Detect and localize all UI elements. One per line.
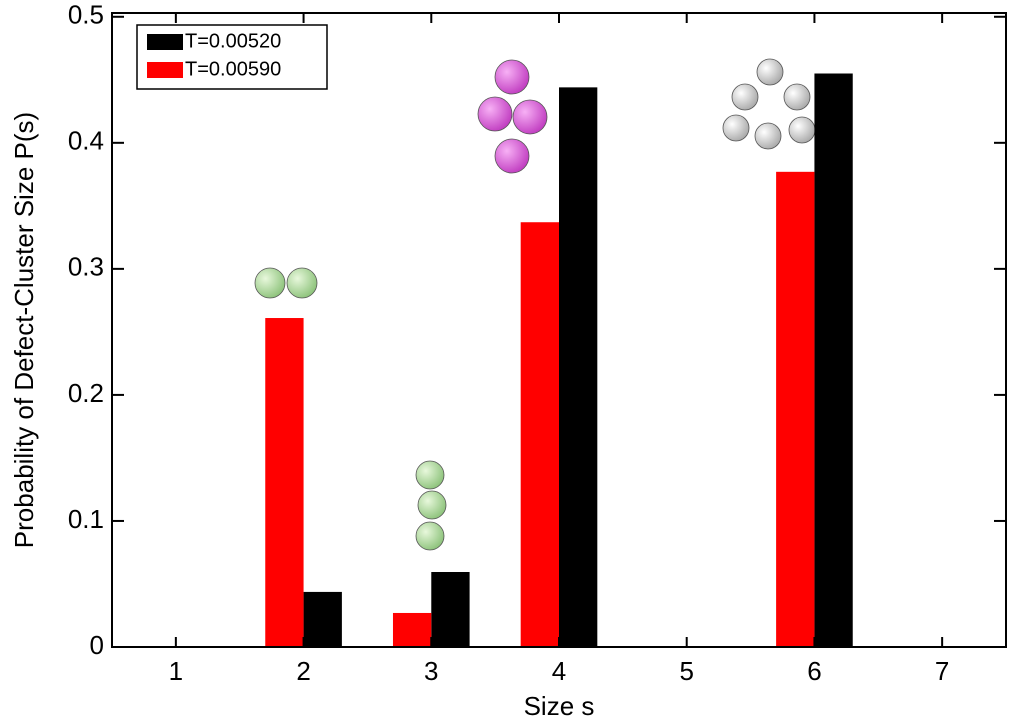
bar [265,318,304,647]
x-tick-label: 5 [679,656,693,686]
y-tick-label: 0.4 [68,126,104,156]
bar [392,612,432,647]
legend-label: T=0.00520 [185,30,281,52]
y-tick-label: 0.2 [68,378,104,408]
x-tick-label: 2 [296,656,310,686]
x-tick-label: 3 [424,656,438,686]
y-tick-label: 0 [90,630,104,660]
y-axis-label: Probability of Defect-Cluster Size P(s) [9,112,39,548]
bar [431,572,470,647]
legend-swatch [147,34,183,50]
y-tick-label: 0.3 [68,252,104,282]
legend-label: T=0.00590 [185,58,281,80]
y-tick-label: 0.5 [68,0,104,30]
bar [776,171,815,647]
bar [520,222,559,647]
x-tick-label: 1 [169,656,183,686]
x-tick-label: 4 [552,656,566,686]
bar [814,73,853,648]
x-tick-label: 6 [807,656,821,686]
bar [303,591,342,647]
legend-swatch [147,62,183,78]
x-tick-label: 7 [935,656,949,686]
cluster-icons [254,58,816,551]
y-tick-label: 0.1 [68,504,104,534]
x-axis-label: Size s [524,691,595,721]
bar [559,87,598,648]
